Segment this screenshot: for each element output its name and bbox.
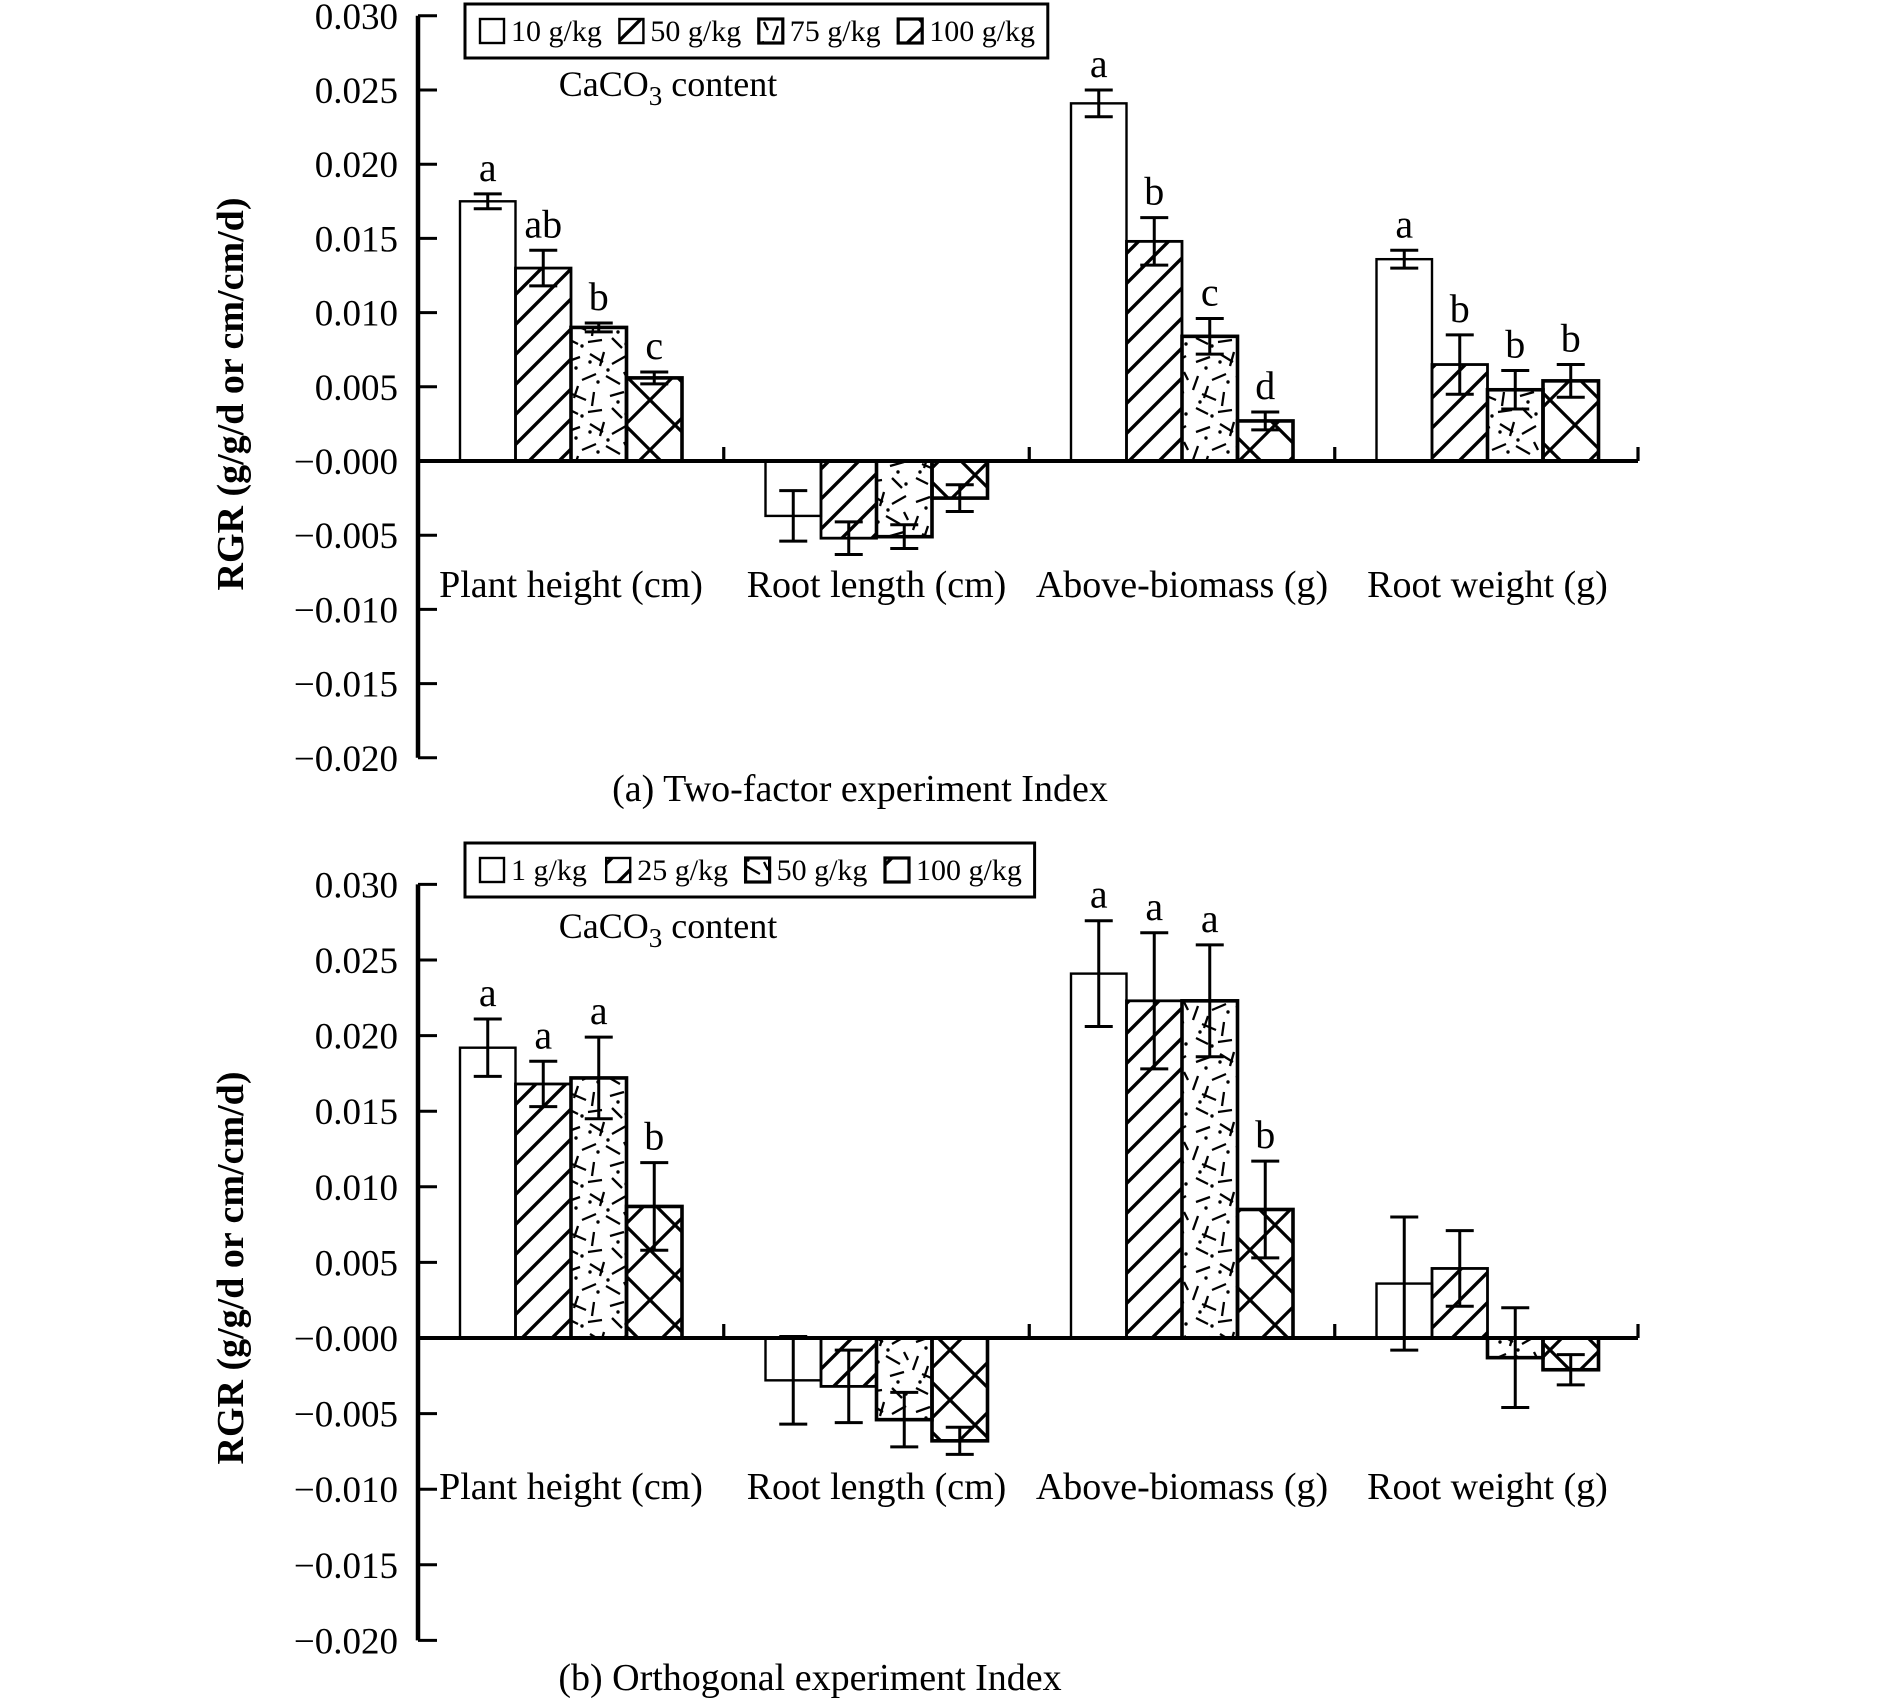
legend: 10 g/kg 50 g/kg 75 g/kg 100 g/kg xyxy=(463,2,1050,60)
bar-a-10gkg-group1 xyxy=(458,200,517,463)
significance-letter: c xyxy=(645,323,663,368)
bar-a-10gkg-group3 xyxy=(1069,102,1128,463)
legend-label: 10 g/kg xyxy=(511,15,602,48)
y-tick-label: 0.020 xyxy=(315,1017,398,1058)
y-axis-title: RGR (g/g/d or cm/cm/d) xyxy=(210,1072,252,1465)
y-tick-label: 0.015 xyxy=(315,219,398,260)
significance-letter: a xyxy=(1145,884,1163,929)
y-axis-title: RGR (g/g/d or cm/cm/d) xyxy=(210,198,252,591)
legend-label: 1 g/kg xyxy=(511,854,587,887)
legend-title: CaCO3 content xyxy=(559,906,777,953)
y-tick-label: −0.015 xyxy=(294,1546,398,1587)
category-label: Root length (cm) xyxy=(747,564,1007,606)
y-tick-label: −0.005 xyxy=(294,1395,398,1436)
legend-label: 50 g/kg xyxy=(777,854,868,887)
legend-label: 75 g/kg xyxy=(790,15,881,48)
legend-swatch-speckle xyxy=(757,17,785,45)
bar-a-10gkg-group4 xyxy=(1375,257,1434,463)
significance-letter: a xyxy=(479,970,497,1015)
legend-label: 100 g/kg xyxy=(929,15,1035,48)
bar-a-100gkg-group1 xyxy=(624,376,684,463)
significance-letter: b xyxy=(1144,169,1164,214)
category-label: Plant height (cm) xyxy=(439,564,703,606)
significance-letter: b xyxy=(1255,1112,1275,1157)
y-tick-label: 0.010 xyxy=(315,1168,398,1209)
legend-swatch-diagonal-hatch xyxy=(618,17,645,45)
y-tick-label: 0.025 xyxy=(315,71,398,112)
category-label: Plant height (cm) xyxy=(439,1466,703,1508)
legend-swatch-diagonal-hatch xyxy=(605,856,632,884)
legend-label: 25 g/kg xyxy=(637,854,728,887)
significance-letter: c xyxy=(1201,270,1219,315)
bar-b-50gkg-group1 xyxy=(569,1076,629,1340)
significance-letter: a xyxy=(1090,41,1108,86)
bar-a-75gkg-group1 xyxy=(569,325,629,463)
bar-b-25gkg-group1 xyxy=(514,1082,573,1340)
legend-swatch-plain xyxy=(478,17,506,45)
significance-letter: b xyxy=(1450,286,1470,331)
significance-letter: a xyxy=(534,1012,552,1057)
category-label: Above-biomass (g) xyxy=(1036,564,1328,606)
significance-letter: a xyxy=(1090,872,1108,917)
significance-letter: b xyxy=(1561,316,1581,361)
legend-swatch-plain xyxy=(478,856,506,884)
y-tick-label: 0.030 xyxy=(315,0,398,38)
category-label: Above-biomass (g) xyxy=(1036,1466,1328,1508)
y-tick-label: 0.030 xyxy=(315,865,398,906)
bar-b-1gkg-group1 xyxy=(458,1046,517,1340)
legend-box xyxy=(463,2,1050,60)
significance-letter: ab xyxy=(524,201,562,246)
chart-panel-a: 0.030 0.025 0.020 0.015 0.010 0.005 −0.000 −0.0… xyxy=(210,0,1640,810)
y-tick-label: 0.025 xyxy=(315,941,398,982)
significance-letter: b xyxy=(644,1114,664,1159)
y-tick-label: −0.015 xyxy=(294,665,398,706)
bar-a-50gkg-group1 xyxy=(514,266,573,463)
significance-letter: a xyxy=(590,988,608,1033)
significance-letter: b xyxy=(1505,321,1525,366)
y-tick-label: 0.005 xyxy=(315,1243,398,1284)
y-tick-label: 0.010 xyxy=(315,294,398,335)
significance-letter: a xyxy=(1201,896,1219,941)
panel-caption: (b) Orthogonal experiment Index xyxy=(558,1657,1061,1699)
significance-letter: d xyxy=(1255,363,1275,408)
y-tick-label: 0.015 xyxy=(315,1092,398,1133)
category-label: Root weight (g) xyxy=(1367,1466,1608,1508)
y-tick-label: 0.005 xyxy=(315,368,398,409)
y-tick-label: −0.010 xyxy=(294,590,398,631)
legend: 1 g/kg 25 g/kg 50 g/kg 100 g/kg xyxy=(463,841,1037,899)
legend-title: CaCO3 content xyxy=(559,64,777,111)
y-tick-label: −0.020 xyxy=(294,1621,398,1662)
bar-b-1gkg-group3 xyxy=(1069,972,1128,1340)
panel-caption: (a) Two-factor experiment Index xyxy=(612,768,1108,810)
category-label: Root weight (g) xyxy=(1367,564,1608,606)
significance-letter: b xyxy=(589,274,609,319)
legend-label: 100 g/kg xyxy=(916,854,1022,887)
y-tick-label: −0.005 xyxy=(294,516,398,557)
y-tick-label: −0.000 xyxy=(294,1319,398,1360)
legend-swatch-crosshatch xyxy=(883,856,911,884)
category-label: Root length (cm) xyxy=(747,1466,1007,1508)
y-tick-label: −0.020 xyxy=(294,739,398,780)
y-tick-label: 0.020 xyxy=(315,145,398,186)
significance-letter: a xyxy=(1395,201,1413,246)
bar-b-100gkg-group2 xyxy=(930,1336,990,1443)
chart-panel-b: 0.030 0.025 0.020 0.015 0.010 0.005 −0.000 −0.0… xyxy=(210,841,1640,1699)
y-tick-label: −0.000 xyxy=(294,442,398,483)
significance-letter: a xyxy=(479,145,497,190)
legend-label: 50 g/kg xyxy=(650,15,741,48)
y-tick-label: −0.010 xyxy=(294,1470,398,1511)
bar-a-50gkg-group3 xyxy=(1125,239,1184,463)
legend-swatch-speckle xyxy=(743,856,772,884)
legend-box xyxy=(463,841,1037,899)
legend-swatch-crosshatch xyxy=(896,17,924,45)
